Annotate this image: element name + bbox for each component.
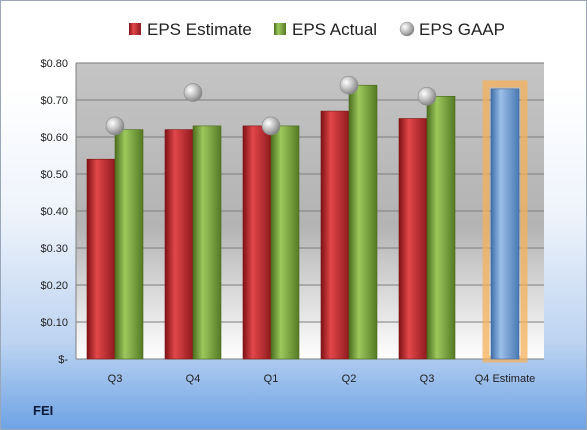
marker-eps-gaap: [183, 83, 203, 102]
bar-eps-estimate: [320, 110, 350, 360]
legend-label: EPS Estimate: [147, 20, 252, 39]
bar-eps-actual: [270, 125, 300, 360]
x-tick-label: Q4 Estimate: [475, 373, 536, 385]
bar-eps-estimate: [242, 125, 272, 360]
y-tick-label: $0.20: [40, 280, 68, 292]
y-tick-label: $0.80: [40, 58, 68, 70]
x-tick-label: Q2: [342, 373, 357, 385]
marker-eps-gaap: [261, 116, 281, 136]
legend-swatch: [399, 21, 415, 37]
bar-eps-estimate: [86, 158, 116, 360]
marker-eps-gaap: [105, 116, 125, 136]
bar-eps-actual: [192, 125, 222, 360]
marker-eps-gaap: [339, 75, 359, 95]
y-tick-label: $0.40: [40, 206, 68, 218]
x-tick-label: Q1: [264, 373, 279, 385]
y-tick-label: $0.50: [40, 169, 68, 181]
x-tick-label: Q3: [108, 373, 123, 385]
company-ticker: FEI: [33, 403, 54, 418]
plot-area: $- $0.10 $0.20 $0.30 $0.40 $0.50 $0.60 $0.70 $0.…: [40, 58, 544, 385]
marker-eps-gaap: [417, 87, 437, 106]
bar-eps-estimate: [398, 118, 428, 360]
legend-swatch: [129, 23, 141, 35]
bar-eps-actual: [426, 96, 456, 360]
bar-eps-forecast: [490, 88, 520, 360]
legend-swatch: [274, 23, 286, 35]
y-tick-label: $0.30: [40, 243, 68, 255]
y-tick-label: $0.70: [40, 95, 68, 107]
y-tick-label: $0.10: [40, 317, 68, 329]
x-tick-label: Q3: [420, 373, 435, 385]
bar-eps-actual: [114, 129, 144, 360]
chart-legend: EPS Estimate EPS Actual EPS GAAP: [129, 20, 505, 39]
legend-label: EPS GAAP: [419, 20, 505, 39]
x-tick-label: Q4: [186, 373, 201, 385]
y-tick-label: $-: [58, 354, 68, 366]
y-tick-label: $0.60: [40, 132, 68, 144]
bar-eps-estimate: [164, 129, 194, 360]
legend-label: EPS Actual: [292, 20, 377, 39]
bar-eps-actual: [348, 84, 378, 360]
